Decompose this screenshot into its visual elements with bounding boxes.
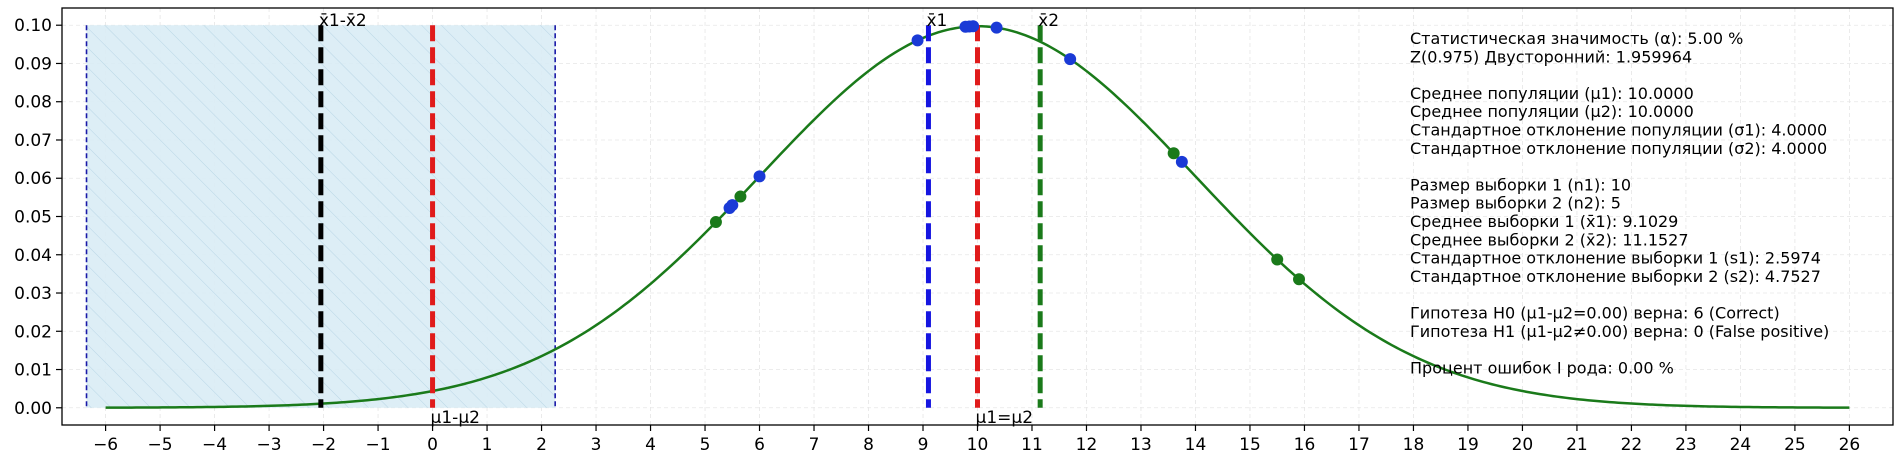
sample1-point: [967, 20, 980, 33]
x-tick-label: 26: [1839, 435, 1861, 455]
info-line: Стандартное отклонение популяции (σ1): 4…: [1410, 121, 1827, 140]
info-line: Стандартное отклонение популяции (σ2): 4…: [1410, 139, 1827, 158]
y-tick-label: 0.07: [14, 131, 52, 151]
y-tick-label: 0.00: [14, 399, 52, 419]
x-tick-label: 11: [1021, 435, 1043, 455]
y-tick-label: 0.04: [14, 246, 52, 266]
x-tick-label: 2: [536, 435, 547, 455]
axes: −6 −5 −4 −3 −2 −1 0 1 2 3 4 5 6 7 8 9 10 11 12 13 14 15 16 17 18…: [14, 16, 1860, 455]
sample1-point: [1064, 53, 1077, 66]
sample1-point: [753, 170, 766, 183]
sample1-point: [911, 34, 924, 47]
info-line: Среднее выборки 2 (x̄2): 11.1527: [1410, 230, 1689, 249]
reference-line-label: μ1=μ2: [976, 408, 1034, 428]
info-line: Процент ошибок I рода: 0.00 %: [1410, 358, 1674, 377]
x-tick-label: 24: [1730, 435, 1752, 455]
info-line: Гипотеза H0 (μ1-μ2=0.00) верна: 6 (Corre…: [1410, 304, 1780, 323]
x-tick-label: 16: [1294, 435, 1316, 455]
x-tick-label: 8: [863, 435, 874, 455]
x-tick-label: 10: [967, 435, 989, 455]
y-tick-label: 0.10: [14, 16, 52, 36]
x-tick-label: 1: [482, 435, 493, 455]
x-tick-label: 12: [1076, 435, 1098, 455]
x-tick-label: 20: [1512, 435, 1534, 455]
y-tick-label: 0.05: [14, 208, 52, 228]
reference-line-label: x̄1: [926, 11, 947, 31]
x-tick-label: 17: [1348, 435, 1370, 455]
y-tick-label: 0.03: [14, 284, 52, 304]
x-tick-label: 3: [591, 435, 602, 455]
info-line: Размер выборки 1 (n1): 10: [1410, 175, 1631, 194]
info-line: Размер выборки 2 (n2): 5: [1410, 194, 1621, 213]
x-tick-label: 23: [1675, 435, 1697, 455]
x-tick-label: 18: [1403, 435, 1425, 455]
reference-lines: x̄1-x̄2 μ1-μ2 x̄1 μ1=μ2 x̄2: [318, 11, 1059, 428]
info-line: Гипотеза H1 (μ1-μ2≠0.00) верна: 0 (False…: [1410, 322, 1829, 341]
sample2-point: [1167, 147, 1180, 160]
y-tick-label: 0.08: [14, 93, 52, 113]
sample1-point: [1175, 155, 1188, 168]
y-tick-label: 0.01: [14, 361, 52, 381]
info-line: Статистическая значимость (α): 5.00 %: [1410, 29, 1743, 48]
x-tick-label: 6: [754, 435, 765, 455]
x-tick-label: 15: [1239, 435, 1261, 455]
y-tick-label: 0.09: [14, 54, 52, 74]
sample-points: [709, 20, 1306, 286]
x-tick-label: 4: [645, 435, 656, 455]
info-line: Стандартное отклонение выборки 1 (s1): 2…: [1410, 249, 1821, 268]
x-tick-label: 19: [1457, 435, 1479, 455]
x-tick-label: −6: [93, 435, 118, 455]
sample1-point: [990, 21, 1003, 34]
x-tick-label: −3: [257, 435, 282, 455]
y-tick-label: 0.02: [14, 322, 52, 342]
x-tick-label: 5: [700, 435, 711, 455]
x-tick-label: 0: [427, 435, 438, 455]
x-tick-label: 22: [1621, 435, 1643, 455]
info-line: Среднее выборки 1 (x̄1): 9.1029: [1410, 212, 1678, 231]
info-line: Z(0.975) Двусторонний: 1.959964: [1410, 47, 1692, 66]
sample2-point: [1271, 253, 1284, 266]
sample2-point: [1293, 273, 1306, 286]
x-tick-label: 9: [918, 435, 929, 455]
x-tick-label: 25: [1784, 435, 1806, 455]
x-tick-label: −2: [311, 435, 336, 455]
info-line: Среднее популяции (μ2): 10.0000: [1410, 102, 1694, 121]
x-tick-label: 7: [809, 435, 820, 455]
y-tick-label: 0.06: [14, 169, 52, 189]
info-line: Среднее популяции (μ1): 10.0000: [1410, 84, 1694, 103]
x-tick-label: −1: [366, 435, 391, 455]
sample1-point: [726, 199, 739, 212]
sample2-point: [709, 216, 722, 229]
info-panel: Статистическая значимость (α): 5.00 %Z(0…: [1410, 29, 1829, 377]
x-tick-label: −4: [202, 435, 227, 455]
reference-line-label: x̄1-x̄2: [319, 11, 367, 31]
x-tick-label: −5: [148, 435, 173, 455]
info-line: Стандартное отклонение выборки 2 (s2): 4…: [1410, 267, 1821, 286]
reference-line-label: μ1-μ2: [431, 408, 480, 428]
sample2-point: [734, 190, 747, 203]
x-tick-label: 21: [1566, 435, 1588, 455]
x-tick-label: 13: [1130, 435, 1152, 455]
x-tick-label: 14: [1185, 435, 1207, 455]
reference-line-label: x̄2: [1038, 11, 1059, 31]
